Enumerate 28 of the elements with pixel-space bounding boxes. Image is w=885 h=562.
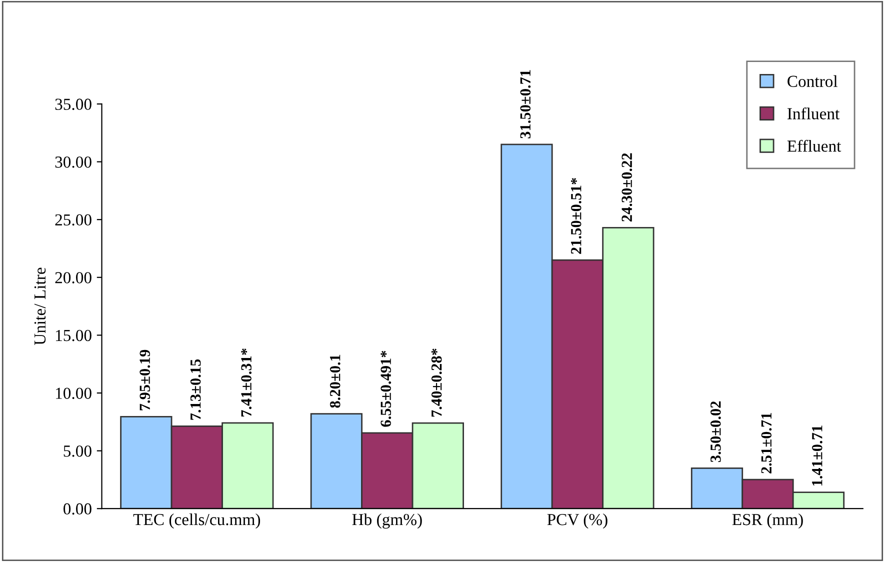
- data-label: 3.50±0.02: [710, 401, 721, 462]
- x-tick-label: Hb (gm%): [352, 513, 422, 529]
- legend-label: Influent: [787, 107, 840, 120]
- data-label: 7.13±0.15: [190, 359, 201, 420]
- x-tick-label: PCV (%): [547, 513, 608, 529]
- y-tick-label: 0.00: [64, 503, 92, 515]
- y-tick-label: 30.00: [55, 156, 92, 168]
- y-axis-title: Unite/ Litre: [34, 268, 46, 346]
- y-tick-label: 5.00: [64, 446, 92, 457]
- data-label: 31.50±0.71: [520, 70, 531, 138]
- data-label: 8.20±0.1: [330, 354, 340, 408]
- data-label: 7.41±0.31*: [241, 348, 252, 417]
- data-label: 7.40±0.28*: [431, 348, 442, 417]
- y-tick-label: 20.00: [55, 272, 92, 284]
- x-tick-label: TEC (cells/cu.mm): [133, 513, 260, 529]
- y-tick-label: 35.00: [55, 98, 92, 110]
- data-label: 21.50±0.51*: [570, 178, 582, 254]
- y-tick-label: 10.00: [56, 388, 92, 400]
- x-tick-label: ESR (mm): [732, 513, 803, 529]
- data-label: 7.95±0.19: [140, 350, 150, 410]
- y-tick-label: 25.00: [55, 214, 92, 226]
- legend-label: Effluent: [787, 140, 842, 152]
- data-label: 1.41±0.71: [812, 426, 822, 486]
- data-label: 2.51±0.71: [761, 412, 772, 474]
- legend-label: Control: [788, 75, 838, 87]
- data-label: 24.30±0.22: [622, 153, 632, 222]
- y-tick-label: 15.00: [56, 330, 92, 342]
- data-label: 6.55±0.491*: [380, 350, 392, 427]
